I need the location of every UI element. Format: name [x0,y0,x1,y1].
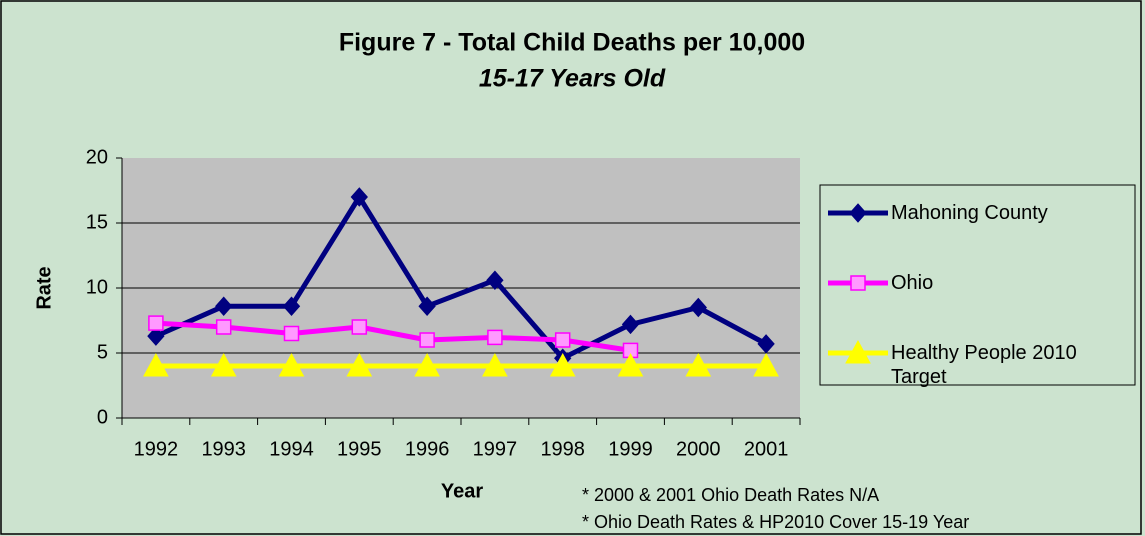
data-point [278,352,305,377]
data-point [617,352,644,377]
y-tick-label: 15 [86,211,108,233]
series-line [155,320,631,353]
data-point [689,297,707,318]
legend-marker [850,275,866,291]
data-point [350,187,368,207]
x-tick-label: 1997 [473,438,518,460]
data-point [283,325,300,342]
y-tick-label: 20 [86,146,108,168]
x-tick-label: 1999 [608,438,653,460]
y-axis-label: Rate [33,266,55,309]
legend-label: Ohio [891,272,934,294]
legend-label: Healthy People 2010 Target [891,342,1077,388]
x-tick-label: 2001 [744,438,789,460]
x-axis-label: Year [441,480,483,502]
x-tick-label: 1992 [134,438,179,460]
x-tick-label: 2000 [676,438,721,460]
legend-label-box: Mahoning County [891,202,1048,224]
x-tick-label: 1994 [269,438,314,460]
data-point [486,270,504,290]
chart-title: Figure 7 - Total Child Deaths per 10,000 [339,29,805,57]
data-point [210,352,237,377]
legend-label-box: Healthy People 2010 Target [891,342,1077,388]
y-tick-label: 5 [97,341,108,363]
data-point [757,334,775,354]
data-point [418,296,436,316]
y-tick-label: 10 [86,276,108,298]
data-point [487,329,503,346]
data-point [621,314,640,335]
data-point [549,352,576,377]
data-point [143,352,169,377]
data-point [346,352,373,377]
data-point [351,319,368,335]
series-line [154,194,768,361]
data-point [419,332,435,348]
x-tick-label: 1993 [201,438,246,460]
x-tick-label: 1998 [540,438,585,460]
legend-marker [845,339,871,364]
data-point [215,319,232,335]
data-point [554,332,571,348]
x-tick-label: 1996 [405,438,450,460]
note: * 2000 & 2001 Ohio Death Rates N/A [582,485,879,505]
data-point [685,352,712,377]
legend-label: Mahoning County [891,202,1048,224]
data-point [147,326,165,346]
data-point [414,352,440,377]
x-tick-label: 1995 [337,438,382,460]
y-tick-label: 0 [97,406,108,428]
note: * Ohio Death Rates & HP2010 Cover 15-19 … [582,512,969,532]
data-point [753,352,779,377]
data-point [215,296,233,316]
legend-label-box: Ohio [891,272,934,294]
data-point [282,296,301,316]
legend-marker [849,203,867,223]
data-point [482,352,508,377]
chart-subtitle: 15-17 Years Old [479,65,666,93]
data-point [148,315,164,331]
